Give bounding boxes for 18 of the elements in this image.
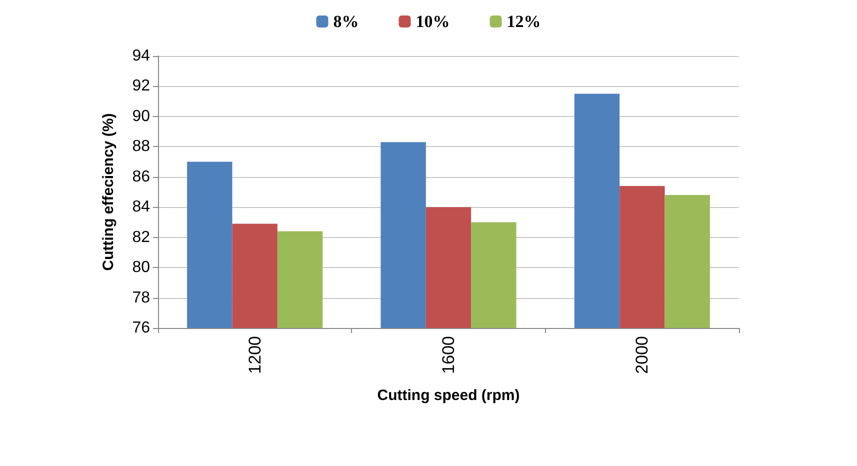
y-tick-label: 88 [132,138,150,156]
legend-label: 8% [333,12,359,31]
x-tick-label: 1600 [439,336,458,374]
y-tick-label: 80 [132,259,150,276]
y-tick-label: 84 [132,198,150,216]
legend-label: 12% [506,12,541,31]
x-tick-label: 2000 [632,336,652,374]
y-tick-label: 76 [132,320,150,336]
y-tick-label: 82 [132,228,150,246]
legend-label: 10% [416,12,450,31]
y-tick-label: 92 [132,78,150,95]
y-axis-title: Cutting effeciency (%) [100,113,117,271]
x-tick-label: 1200 [245,336,264,374]
y-tick-label: 86 [132,168,150,186]
y-tick-label: 90 [132,108,150,125]
x-axis-title: Cutting speed (rpm) [377,387,520,404]
y-tick-label: 94 [132,48,150,64]
y-tick-label: 78 [132,289,150,306]
